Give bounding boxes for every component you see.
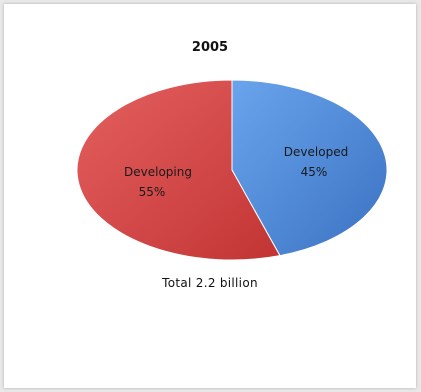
chart-frame: 2005 Developed 45% Developing 55% Total 2.2… [4, 4, 416, 388]
pie-slice-developed [231, 79, 388, 257]
pie-chart: Developed 45% Developing 55% [76, 79, 388, 261]
chart-title: 2005 [191, 40, 229, 55]
pie-slice-developing [76, 79, 281, 261]
slice-value-developed: 45% [301, 165, 328, 179]
total-footnote: Total 2.2 billion [162, 276, 258, 290]
slice-value-developing: 55% [139, 185, 166, 199]
slice-label-developed: Developed [284, 145, 348, 159]
slice-label-developing: Developing [124, 165, 192, 179]
